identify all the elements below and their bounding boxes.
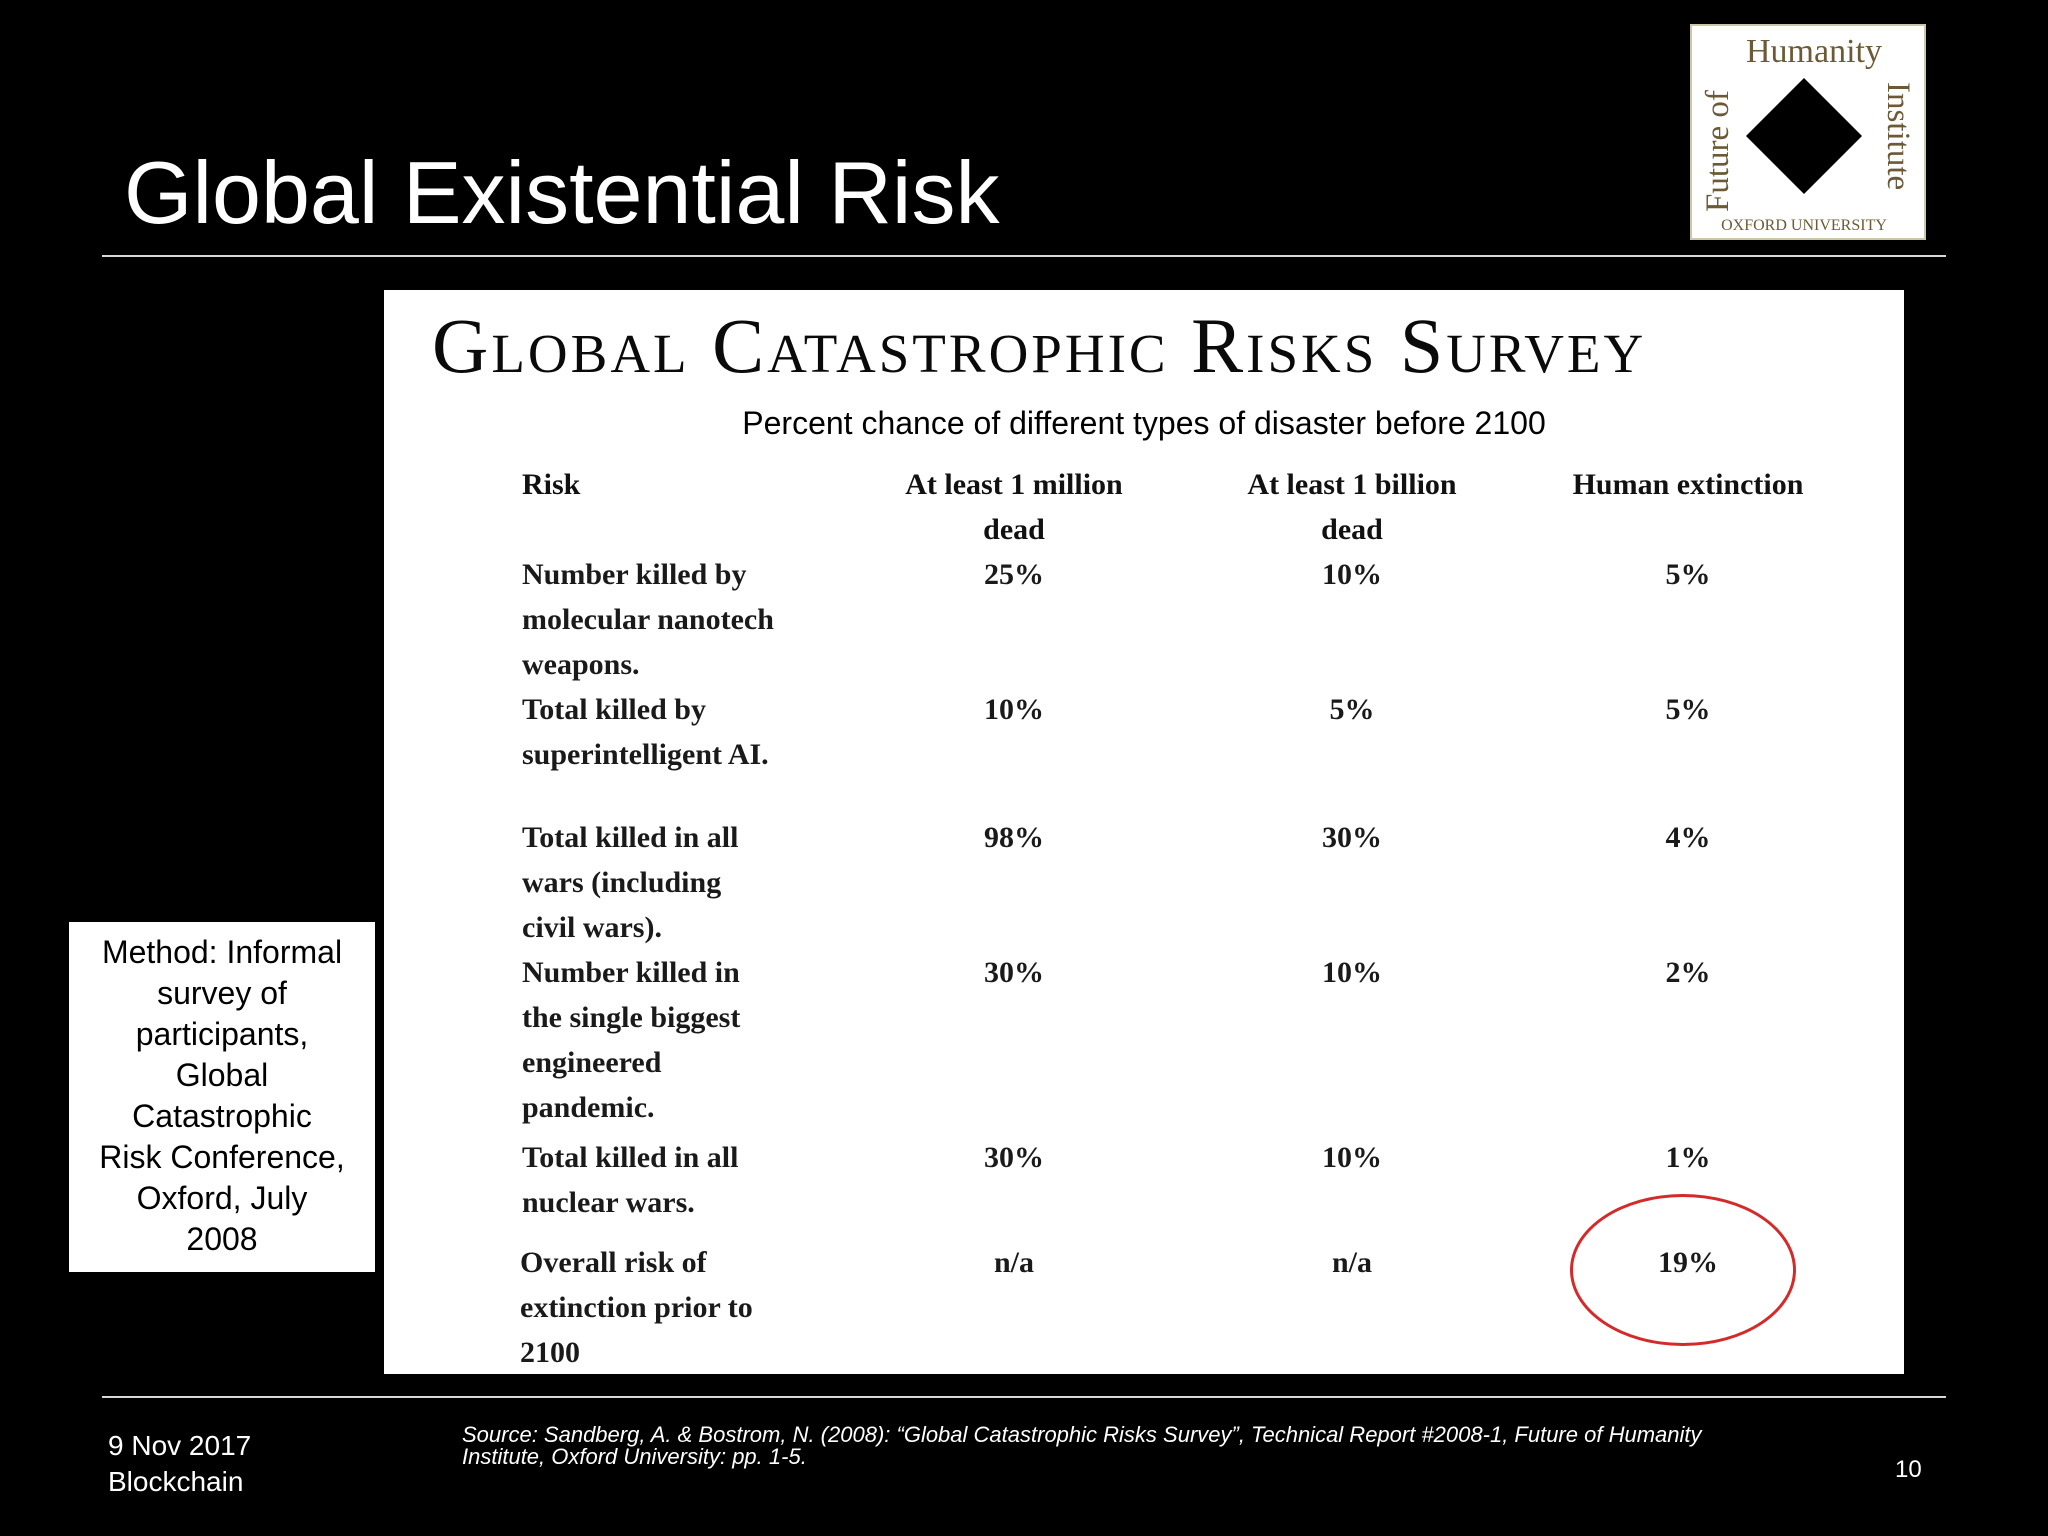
highlight-circle bbox=[1570, 1194, 1796, 1346]
svg-text:Future of: Future of bbox=[1700, 90, 1736, 212]
value-million: 30% bbox=[984, 1141, 1044, 1174]
risk-label-overall: Overall risk of extinction prior to 2100 bbox=[520, 1246, 753, 1369]
value-million: 30% bbox=[984, 956, 1044, 989]
value-extinction: 2% bbox=[1665, 956, 1711, 989]
value-billion: 10% bbox=[1322, 1141, 1382, 1174]
value-extinction: 4% bbox=[1665, 821, 1711, 854]
svg-text:OXFORD UNIVERSITY: OXFORD UNIVERSITY bbox=[1721, 217, 1887, 234]
footer-topic: Blockchain bbox=[108, 1466, 244, 1497]
value-billion: 30% bbox=[1322, 821, 1382, 854]
column-header-billion: At least 1 billion dead bbox=[1247, 468, 1457, 546]
value-million: 98% bbox=[984, 821, 1044, 854]
column-header-extinction: Human extinction bbox=[1572, 468, 1804, 501]
page-number: 10 bbox=[1895, 1456, 1922, 1483]
source-citation: Source: Sandberg, A. & Bostrom, N. (2008… bbox=[462, 1422, 1702, 1469]
value-extinction: 5% bbox=[1665, 558, 1711, 591]
fhi-logo: Humanity Future of Institute OXFORD UNIV… bbox=[1690, 24, 1926, 240]
svg-text:Humanity: Humanity bbox=[1746, 33, 1882, 70]
value-billion: n/a bbox=[1331, 1246, 1373, 1279]
method-note: Method: Informal survey of participants,… bbox=[69, 922, 375, 1272]
footer-date: 9 Nov 2017 bbox=[108, 1430, 252, 1461]
survey-table-panel: Global Catastrophic Risks Survey Percent… bbox=[384, 290, 1904, 1374]
value-billion: 10% bbox=[1322, 558, 1382, 591]
column-header-risk: Risk bbox=[522, 468, 581, 501]
diamond-icon bbox=[1746, 78, 1862, 194]
column-header-million: At least 1 million dead bbox=[905, 468, 1123, 546]
risk-label-ai: Total killed by superintelligent AI. bbox=[522, 693, 769, 771]
risk-label-pandemic: Number killed in the single biggest engine… bbox=[522, 956, 741, 1124]
title-divider bbox=[102, 255, 1946, 257]
value-extinction: 5% bbox=[1665, 693, 1711, 726]
value-extinction: 1% bbox=[1665, 1141, 1711, 1174]
value-billion: 10% bbox=[1322, 956, 1382, 989]
value-million: 10% bbox=[984, 693, 1044, 726]
footer-meta: 9 Nov 2017 Blockchain bbox=[108, 1428, 251, 1500]
risk-label-wars: Total killed in all wars (including civil … bbox=[522, 821, 739, 944]
survey-heading: Global Catastrophic Risks Survey bbox=[432, 302, 1647, 389]
slide-title: Global Existential Risk bbox=[124, 143, 1000, 242]
value-million: 25% bbox=[984, 558, 1044, 591]
risk-label-nanotech: Number killed by molecular nanotech weapon… bbox=[522, 558, 774, 681]
svg-text:Institute: Institute bbox=[1880, 82, 1916, 190]
risk-label-nuclear: Total killed in all nuclear wars. bbox=[522, 1141, 739, 1219]
survey-subtitle: Percent chance of different types of dis… bbox=[742, 405, 1546, 441]
value-billion: 5% bbox=[1329, 693, 1375, 726]
value-million: n/a bbox=[993, 1246, 1035, 1279]
footer-divider bbox=[102, 1396, 1946, 1398]
